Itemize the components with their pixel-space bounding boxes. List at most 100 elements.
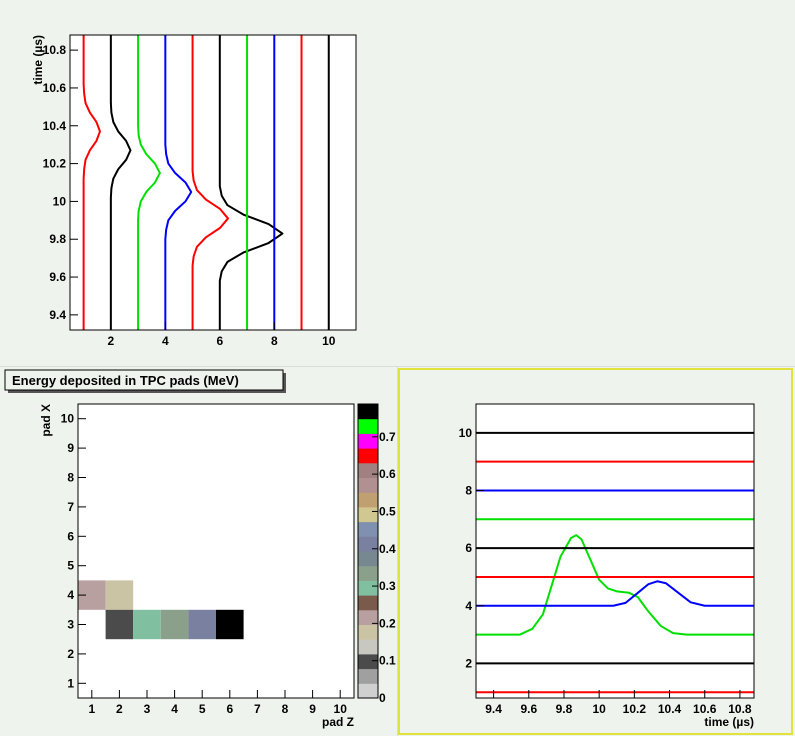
x-tick-label: 6 bbox=[216, 334, 223, 348]
x-tick-label: 10.8 bbox=[728, 702, 752, 716]
y-tick-label: 4 bbox=[465, 599, 472, 613]
x-tick-label: 10.2 bbox=[623, 702, 647, 716]
trace bbox=[82, 35, 101, 330]
y-tick-label: 10 bbox=[459, 426, 473, 440]
color-bar-segment bbox=[358, 551, 378, 567]
x-tick-label: 9.8 bbox=[556, 702, 573, 716]
y-tick-label: 2 bbox=[465, 656, 472, 670]
color-bar-segment bbox=[358, 668, 378, 684]
color-bar-segment bbox=[358, 565, 378, 581]
trace bbox=[164, 35, 193, 330]
x-tick-label: 2 bbox=[108, 334, 115, 348]
z-tick-label: 0.7 bbox=[379, 430, 396, 444]
y-tick-label: 10.4 bbox=[43, 119, 67, 133]
title-box bbox=[4, 369, 284, 391]
x-tick-label: 9.4 bbox=[485, 702, 502, 716]
y-tick-label: 6 bbox=[67, 529, 74, 543]
color-bar-segment bbox=[358, 536, 378, 552]
y-tick-label: 10.6 bbox=[43, 81, 67, 95]
color-bar-segment bbox=[358, 404, 378, 420]
z-tick-label: 0.3 bbox=[379, 579, 396, 593]
color-bar-segment bbox=[358, 580, 378, 596]
heatmap-cell bbox=[133, 609, 161, 640]
z-tick-label: 0.2 bbox=[379, 616, 396, 630]
y-tick-label: 2 bbox=[67, 647, 74, 661]
plot-area bbox=[70, 35, 356, 330]
color-bar-segment bbox=[358, 595, 378, 611]
heatmap-cell bbox=[105, 580, 134, 610]
y-axis-label: pad X bbox=[39, 404, 53, 437]
color-bar-segment bbox=[358, 609, 378, 625]
color-bar-segment bbox=[358, 492, 378, 508]
x-axis-label: pad Z bbox=[322, 715, 354, 729]
y-tick-label: 3 bbox=[67, 618, 74, 632]
x-tick-label: 8 bbox=[282, 702, 289, 716]
x-axis-label: time (µs) bbox=[704, 715, 754, 729]
z-tick-label: 0.5 bbox=[379, 504, 396, 518]
y-tick-label: 1 bbox=[67, 676, 74, 690]
x-tick-label: 4 bbox=[171, 702, 178, 716]
trace bbox=[476, 534, 754, 636]
plot-frame bbox=[69, 34, 357, 331]
x-tick-label: 10.4 bbox=[658, 702, 682, 716]
color-bar-segment bbox=[358, 653, 378, 670]
trace bbox=[137, 35, 161, 330]
y-tick-label: 8 bbox=[465, 483, 472, 497]
z-tick-label: 0 bbox=[379, 691, 386, 705]
trace bbox=[191, 35, 229, 330]
x-tick-label: 10 bbox=[322, 334, 336, 348]
heatmap-cell bbox=[216, 609, 244, 640]
color-bar-segment bbox=[358, 506, 378, 523]
x-tick-label: 9.6 bbox=[520, 702, 537, 716]
color-bar-segment bbox=[358, 433, 378, 449]
y-tick-label: 9.6 bbox=[49, 270, 66, 284]
x-tick-label: 6 bbox=[226, 702, 233, 716]
y-tick-label: 8 bbox=[67, 471, 74, 485]
y-axis-label: time (µs) bbox=[31, 35, 45, 85]
color-bar-segment bbox=[358, 477, 378, 493]
active-pad-frame bbox=[398, 368, 793, 735]
y-tick-label: 10 bbox=[53, 194, 67, 208]
plot-area bbox=[78, 404, 354, 698]
y-tick-label: 9 bbox=[67, 441, 74, 455]
color-bar-segment bbox=[358, 521, 378, 537]
z-tick-label: 0.1 bbox=[379, 654, 396, 668]
y-tick-label: 10.2 bbox=[43, 157, 67, 171]
trace bbox=[109, 35, 132, 330]
heatmap-cell bbox=[105, 609, 134, 640]
heatmap-cell bbox=[188, 609, 216, 640]
x-tick-label: 9 bbox=[309, 702, 316, 716]
z-tick-label: 0.4 bbox=[379, 542, 396, 556]
heatmap-cell bbox=[160, 609, 189, 640]
x-tick-label: 1 bbox=[88, 702, 95, 716]
plot-frame bbox=[475, 403, 755, 699]
color-bar-segment bbox=[358, 418, 378, 434]
x-tick-label: 8 bbox=[271, 334, 278, 348]
x-tick-label: 2 bbox=[116, 702, 123, 716]
y-tick-label: 5 bbox=[67, 559, 74, 573]
color-bar-segment bbox=[358, 448, 378, 464]
y-tick-label: 7 bbox=[67, 500, 74, 514]
z-tick-label: 0.6 bbox=[379, 467, 396, 481]
color-bar-frame bbox=[357, 403, 379, 699]
y-tick-label: 10 bbox=[61, 412, 75, 426]
trace bbox=[218, 35, 284, 330]
color-bar-segment bbox=[358, 462, 378, 478]
y-tick-label: 10.8 bbox=[43, 43, 67, 57]
color-bar-segment bbox=[358, 639, 378, 655]
x-tick-label: 7 bbox=[254, 702, 261, 716]
color-bar-segment bbox=[358, 683, 378, 699]
y-tick-label: 4 bbox=[67, 588, 74, 602]
color-bar-segment bbox=[358, 624, 378, 640]
x-tick-label: 10.6 bbox=[693, 702, 717, 716]
x-tick-label: 10 bbox=[592, 702, 606, 716]
x-tick-label: 4 bbox=[162, 334, 169, 348]
plot-area bbox=[476, 404, 754, 698]
heatmap-title: Energy deposited in TPC pads (MeV) bbox=[12, 373, 239, 388]
y-tick-label: 6 bbox=[465, 541, 472, 555]
x-tick-label: 10 bbox=[334, 702, 348, 716]
trace bbox=[476, 580, 754, 607]
x-tick-label: 3 bbox=[144, 702, 151, 716]
